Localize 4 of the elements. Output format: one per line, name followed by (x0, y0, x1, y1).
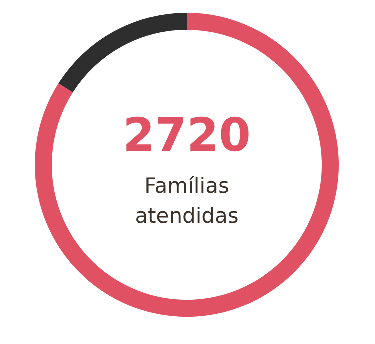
donut-slice (58, 13, 187, 93)
donut-slice (35, 13, 339, 317)
text: 2720 (122, 108, 252, 162)
text: Famílias atendidas (135, 174, 239, 228)
